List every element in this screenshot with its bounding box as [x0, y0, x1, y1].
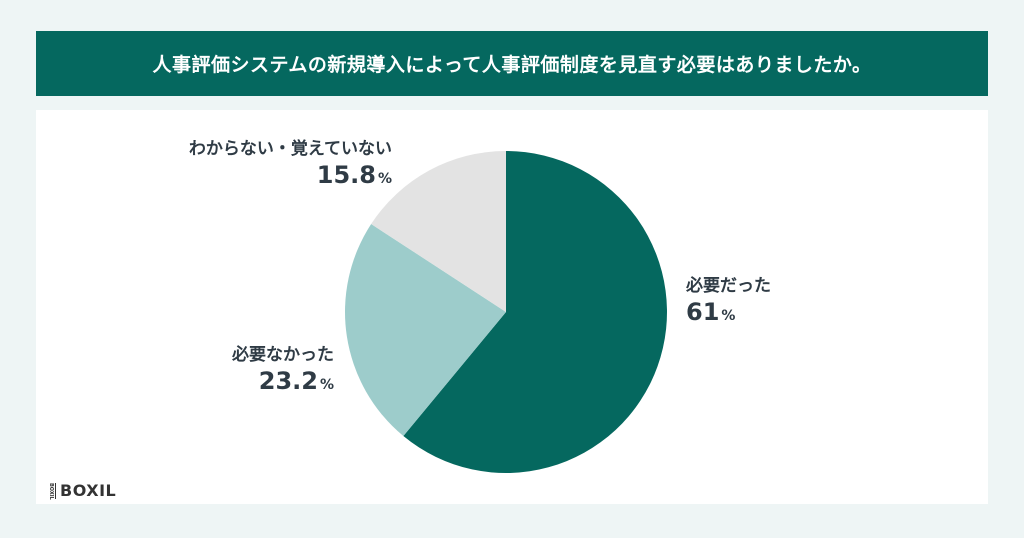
chart-title-bar: 人事評価システムの新規導入によって人事評価制度を見直す必要はありましたか。 — [36, 31, 988, 96]
slice-label-not-necessary: 必要なかった 23.2% — [232, 340, 334, 395]
slice-value-necessary: 61% — [686, 298, 736, 326]
slice-value-not-necessary: 23.2% — [258, 367, 334, 395]
pie-slice-not-necessary — [345, 224, 506, 437]
boxil-logo-text: BOXIL — [60, 481, 117, 500]
slice-label-unknown: わからない・覚えていない 15.8% — [189, 134, 392, 189]
boxil-logo-badge: BOXIL — [48, 482, 56, 500]
pie-slice-unknown — [371, 151, 506, 312]
slice-name-not-necessary: 必要なかった — [232, 345, 334, 365]
slice-label-necessary: 必要だった 61% — [686, 271, 771, 326]
slice-name-unknown: わからない・覚えていない — [188, 139, 392, 159]
boxil-logo: BOXIL BOXIL — [48, 481, 116, 500]
slice-value-unknown: 15.8% — [316, 161, 392, 189]
pie-slice-necessary — [403, 151, 667, 473]
chart-title: 人事評価システムの新規導入によって人事評価制度を見直す必要はありましたか。 — [152, 54, 872, 76]
slice-name-necessary: 必要だった — [686, 276, 771, 296]
